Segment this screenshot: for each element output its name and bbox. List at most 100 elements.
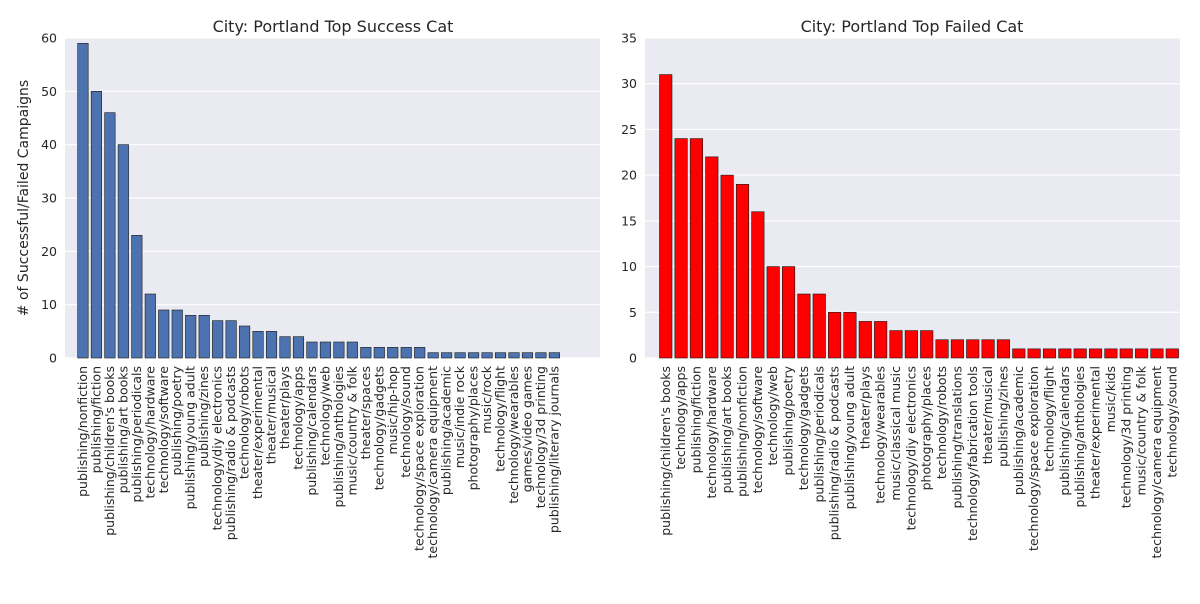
y-tick-label: 50 — [41, 84, 57, 99]
bar — [279, 336, 291, 359]
bar — [797, 293, 811, 359]
x-tick-label: publishing/young adult — [842, 366, 857, 510]
x-tick-label: publishing/children's books — [658, 366, 673, 536]
bar — [468, 352, 480, 359]
x-tick-label: publishing/zines — [995, 366, 1010, 467]
x-tick-label: publishing/art books — [115, 366, 130, 493]
x-tick-label: technology/fabrication tools — [965, 366, 980, 541]
bar — [889, 330, 903, 359]
bar — [521, 352, 534, 359]
bar — [306, 341, 318, 359]
x-tick-label: theater/experimental — [1088, 366, 1103, 499]
bar — [1058, 348, 1072, 359]
y-tick-label: 5 — [629, 305, 637, 320]
x-tick-label: technology/sound — [1164, 366, 1179, 478]
bar — [252, 331, 264, 359]
x-tick-label: technology/wearables — [873, 366, 888, 504]
x-tick-label: technology/sound — [398, 366, 413, 478]
bar — [720, 174, 734, 359]
x-tick-label: publishing/poetry — [169, 365, 184, 475]
y-tick-label: 60 — [41, 31, 57, 46]
x-tick-label: theater/musical — [264, 366, 279, 464]
bar — [735, 183, 750, 359]
bar — [265, 331, 278, 359]
x-tick-label: publishing/anthologies — [1072, 366, 1087, 508]
x-tick-label: theater/plays — [857, 366, 872, 449]
bar — [185, 315, 197, 359]
x-tick-label: technology/software — [750, 366, 765, 494]
x-tick-label: publishing/nonfiction — [75, 366, 90, 497]
x-tick-label: technology/camera equipment — [425, 366, 440, 559]
x-tick-label: technology/web — [765, 366, 780, 466]
failed-x-ticks: publishing/children's books technology/ap… — [658, 365, 1180, 558]
x-tick-label: theater/musical — [980, 366, 995, 464]
x-tick-label: publishing/radio & podcasts — [223, 366, 238, 540]
bar — [1027, 348, 1041, 359]
bar — [981, 339, 995, 359]
x-tick-label: publishing/calendars — [1057, 366, 1072, 496]
failed-chart-title: City: Portland Top Failed Cat — [801, 17, 1024, 36]
bar — [950, 339, 964, 359]
x-tick-label: technology/diy electronics — [210, 366, 225, 530]
x-tick-label: technology/hardware — [142, 366, 157, 499]
x-tick-label: publishing/poetry — [781, 365, 796, 475]
x-tick-label: publishing/fiction — [688, 366, 703, 473]
bar — [1150, 348, 1164, 359]
bar — [117, 144, 129, 359]
x-tick-label: publishing/periodicals — [129, 366, 144, 503]
bar — [1104, 348, 1118, 359]
bar — [481, 352, 493, 359]
x-tick-label: music/country & folk — [1134, 365, 1149, 495]
bar — [1073, 348, 1087, 359]
bar — [77, 43, 89, 359]
bar — [996, 339, 1011, 359]
bar — [920, 330, 934, 359]
y-tick-label: 0 — [49, 351, 57, 366]
x-tick-label: publishing/calendars — [304, 366, 319, 496]
bar — [158, 309, 170, 359]
x-tick-label: music/rock — [479, 365, 494, 434]
x-tick-label: publishing/children's books — [102, 366, 117, 536]
bar — [427, 352, 439, 359]
bar — [1042, 348, 1057, 359]
bar — [198, 315, 210, 359]
bar — [144, 293, 156, 359]
bar — [1135, 348, 1149, 359]
x-tick-label: publishing/academic — [1011, 366, 1026, 495]
x-tick-label: technology/space exploration — [1026, 366, 1041, 551]
x-tick-label: theater/plays — [277, 366, 292, 449]
y-tick-label: 20 — [621, 168, 637, 183]
bar — [212, 320, 224, 359]
bar — [1165, 348, 1179, 359]
bar — [171, 309, 183, 359]
bar — [292, 336, 305, 359]
x-tick-label: publishing/zines — [196, 366, 211, 467]
y-tick-label: 35 — [621, 31, 637, 46]
x-tick-label: publishing/translations — [949, 366, 964, 508]
y-tick-label: 40 — [41, 137, 57, 152]
y-tick-label: 10 — [621, 259, 637, 274]
bar — [1012, 348, 1026, 359]
x-tick-label: music/country & folk — [344, 365, 359, 495]
x-tick-label: photography/places — [466, 366, 481, 490]
x-tick-label: publishing/periodicals — [811, 366, 826, 503]
bar — [535, 352, 547, 359]
bar — [225, 320, 237, 359]
x-tick-label: publishing/literary journals — [546, 366, 561, 533]
bar — [400, 347, 412, 359]
failed-gridlines — [645, 37, 1180, 359]
x-tick-label: publishing/young adult — [183, 366, 198, 510]
bar — [904, 330, 918, 359]
x-tick-label: theater/spaces — [358, 366, 373, 459]
x-tick-label: photography/places — [919, 366, 934, 490]
bar — [689, 138, 704, 359]
bar — [346, 341, 358, 359]
x-tick-label: technology/flight — [1042, 366, 1057, 472]
bar — [414, 347, 426, 359]
x-tick-label: technology/3d printing — [1118, 366, 1133, 508]
x-tick-label: technology/robots — [934, 366, 949, 479]
bar — [333, 341, 345, 359]
